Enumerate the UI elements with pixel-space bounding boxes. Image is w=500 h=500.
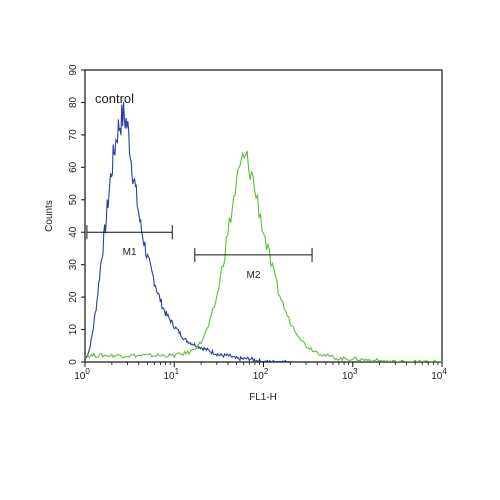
- y-axis-label: Counts: [44, 200, 55, 232]
- y-tick-label: 10: [68, 324, 79, 336]
- control-annotation: control: [95, 91, 134, 106]
- gate-label: M2: [246, 270, 260, 281]
- y-tick-label: 40: [68, 226, 79, 238]
- sample-histogram-line: [84, 150, 442, 363]
- y-tick-label: 50: [68, 194, 79, 206]
- y-tick-label: 20: [68, 291, 79, 303]
- x-tick-label: 101: [163, 367, 179, 382]
- gates-layer: M1 M2: [86, 225, 313, 281]
- y-tick-label: 70: [68, 129, 79, 141]
- plot-frame: [84, 69, 443, 363]
- x-tick-label: 103: [342, 367, 358, 382]
- y-tick-label: 60: [68, 161, 79, 173]
- control-histogram-line: [84, 102, 291, 363]
- x-axis-ticks: 100 101 102 103 104: [74, 362, 447, 382]
- series-layer: [84, 102, 442, 363]
- y-tick-label: 90: [68, 64, 79, 76]
- y-tick-label: 0: [68, 359, 79, 365]
- x-tick-label: 100: [74, 367, 90, 382]
- gate-label: M1: [123, 247, 137, 258]
- y-tick-label: 30: [68, 259, 79, 271]
- x-tick-label: 102: [253, 367, 269, 382]
- x-axis-label: FL1-H: [249, 392, 277, 403]
- x-tick-label: 104: [431, 367, 447, 382]
- y-axis-ticks: 0 10 20 30 40 50 60 70 80 90: [68, 64, 85, 365]
- y-tick-label: 80: [68, 96, 79, 108]
